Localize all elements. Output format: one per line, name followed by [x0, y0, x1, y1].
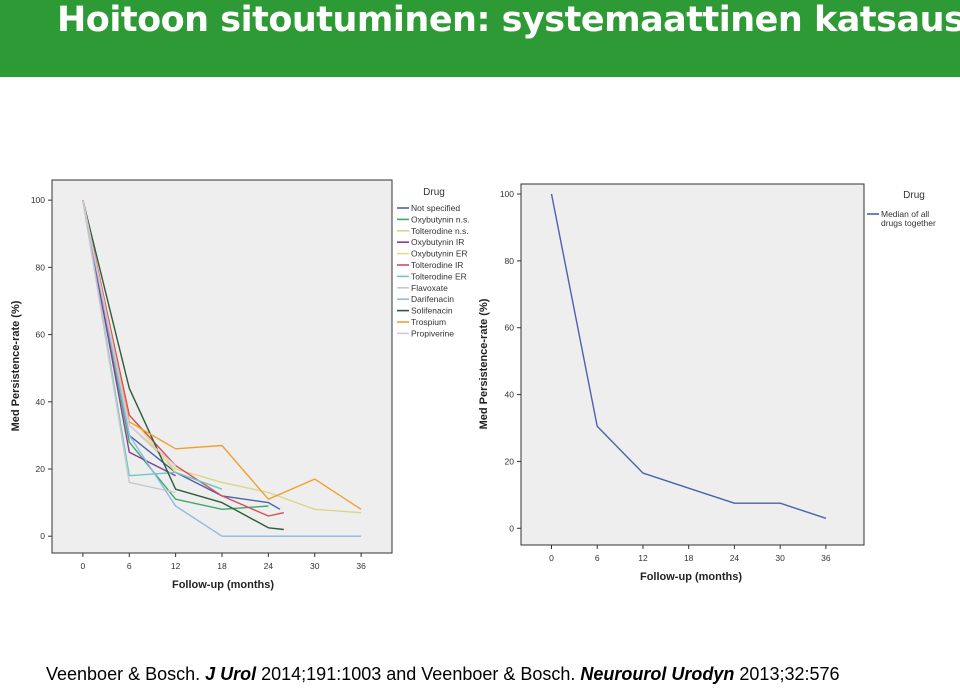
citation-part-1: Veenboer & Bosch. [46, 664, 206, 684]
legend-label-flavoxate: Flavoxate [411, 283, 448, 293]
series-line-propiverine [82, 200, 177, 467]
series-line-darifenacin [82, 200, 362, 537]
y-tick-label: 80 [505, 256, 515, 266]
legend-label-trospium: Trospium [411, 317, 446, 327]
x-tick-label: 6 [127, 561, 132, 571]
legend-label-tolterodine-er: Tolterodine ER [411, 271, 467, 281]
legend-label-median-of-all-drugs-together: drugs together [881, 218, 936, 228]
series-line-oxybutynin-ir [82, 200, 176, 477]
citation-part-2: 2014;191:1003 and Veenboer & Bosch. [256, 664, 581, 684]
legend-label-solifenacin: Solifenacin [411, 306, 453, 316]
y-tick-label: 40 [36, 397, 46, 407]
legend-label-median-of-all-drugs-together: Median of all [881, 209, 929, 219]
x-axis-label: Follow-up (months) [640, 571, 742, 583]
chart-2: 0 6 12 18 24 30 36 0 20 40 60 80 100 Follow-up (month… [478, 183, 936, 583]
legend-label-darifenacin: Darifenacin [411, 294, 454, 304]
plot-area [520, 183, 865, 546]
legend-label-oxybutynin-n-s: Oxybutynin n.s. [411, 214, 470, 224]
legend-label-tolterodine-n-s: Tolterodine n.s. [411, 226, 469, 236]
x-tick-label: 12 [171, 561, 181, 571]
x-tick-label: 6 [595, 553, 600, 563]
x-tick-label: 18 [217, 561, 227, 571]
y-axis-label: Med Persistence-rate (%) [10, 300, 22, 431]
legend-label-propiverine: Propiverine [411, 328, 454, 338]
x-tick-label: 24 [730, 553, 740, 563]
legend-label-oxybutynin-ir: Oxybutynin IR [411, 237, 464, 247]
x-tick-label: 0 [549, 553, 554, 563]
y-tick-label: 60 [505, 323, 515, 333]
series-line-oxybutynin-n-s [82, 200, 269, 510]
y-tick-label: 0 [40, 531, 45, 541]
legend-title: Drug [903, 190, 925, 201]
chart-1: 0 6 12 18 24 30 36 0 20 40 60 80 100 Follow-up (month… [10, 179, 470, 591]
y-tick-label: 20 [36, 464, 46, 474]
y-tick-label: 60 [36, 330, 46, 340]
legend-label-oxybutynin-er: Oxybutynin ER [411, 249, 468, 259]
x-tick-label: 30 [310, 561, 320, 571]
x-tick-label: 18 [684, 553, 694, 563]
series-line-flavoxate [82, 200, 176, 494]
citation-part-3: 2013;32:576 [734, 664, 840, 684]
y-tick-label: 20 [505, 456, 515, 466]
legend-label-tolterodine-ir: Tolterodine IR [411, 260, 463, 270]
y-tick-label: 0 [509, 523, 514, 533]
y-tick-label: 80 [36, 262, 46, 272]
citation: Veenboer & Bosch. J Urol 2014;191:1003 a… [46, 664, 840, 685]
x-tick-label: 30 [775, 553, 785, 563]
slide-title: Hoitoon sitoutuminen: systemaattinen kat… [57, 0, 960, 40]
series-line-median-of-all-drugs-together [550, 193, 827, 519]
x-axis-label: Follow-up (months) [172, 579, 274, 591]
citation-journal-1: J Urol [205, 664, 257, 684]
x-tick-label: 12 [638, 553, 648, 563]
plot-area [51, 179, 393, 554]
x-tick-label: 36 [356, 561, 366, 571]
legend-title: Drug [423, 187, 445, 198]
series-line-solifenacin [82, 200, 284, 531]
legend-label-not-specified: Not specified [411, 203, 460, 213]
citation-journal-2: Neurourol Urodyn [580, 664, 735, 684]
x-tick-label: 24 [264, 561, 274, 571]
title-bar: Hoitoon sitoutuminen: systemaattinen kat… [0, 0, 960, 77]
x-tick-label: 36 [821, 553, 831, 563]
y-axis-label: Med Persistence-rate (%) [478, 298, 490, 429]
y-tick-label: 100 [31, 195, 45, 205]
y-tick-label: 40 [505, 390, 515, 400]
y-tick-label: 100 [500, 189, 514, 199]
x-tick-label: 0 [81, 561, 86, 571]
